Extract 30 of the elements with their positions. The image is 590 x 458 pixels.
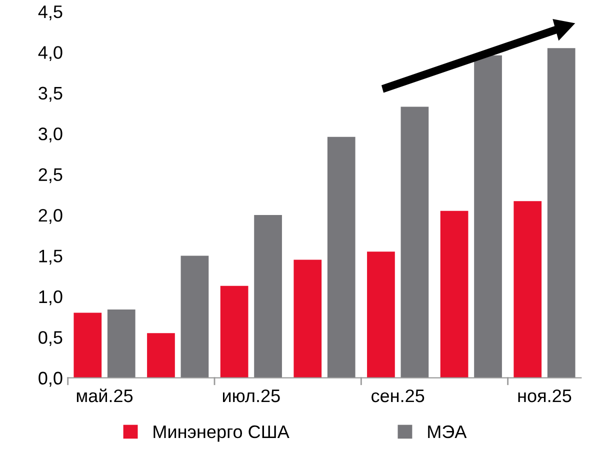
bar	[440, 210, 468, 378]
bar	[254, 215, 282, 378]
bar	[400, 106, 429, 378]
x-tick-label: ноя.25	[518, 389, 572, 402]
bar	[367, 252, 395, 378]
y-tick-label: 2,0	[38, 208, 62, 224]
y-tick-label: 0,5	[38, 331, 62, 346]
bar	[474, 55, 502, 378]
y-tick-label: 3,5	[38, 86, 62, 102]
bar	[327, 136, 356, 378]
bar	[147, 333, 175, 378]
y-tick-label: 1,5	[39, 250, 62, 265]
legend-label: МЭА	[428, 425, 467, 438]
y-tick-label: 1,0	[39, 290, 62, 306]
bar	[514, 201, 542, 378]
bar	[220, 286, 248, 378]
y-tick-label: 4,0	[38, 46, 62, 62]
bar	[547, 48, 576, 378]
bar	[107, 309, 136, 378]
bar	[294, 260, 322, 378]
y-tick-label: 0,0	[38, 372, 62, 387]
y-tick-label: 4,5	[38, 6, 62, 20]
x-tick-label: июл.25	[223, 389, 280, 402]
x-tick-label: май.25	[76, 388, 133, 402]
y-tick-label: 2,5	[38, 168, 62, 184]
legend-label: Минэнерго США	[154, 425, 290, 442]
bar	[180, 256, 209, 378]
x-tick-label: сен.25	[372, 389, 424, 402]
y-tick-label: 3,0	[38, 128, 62, 142]
bar	[74, 312, 102, 378]
